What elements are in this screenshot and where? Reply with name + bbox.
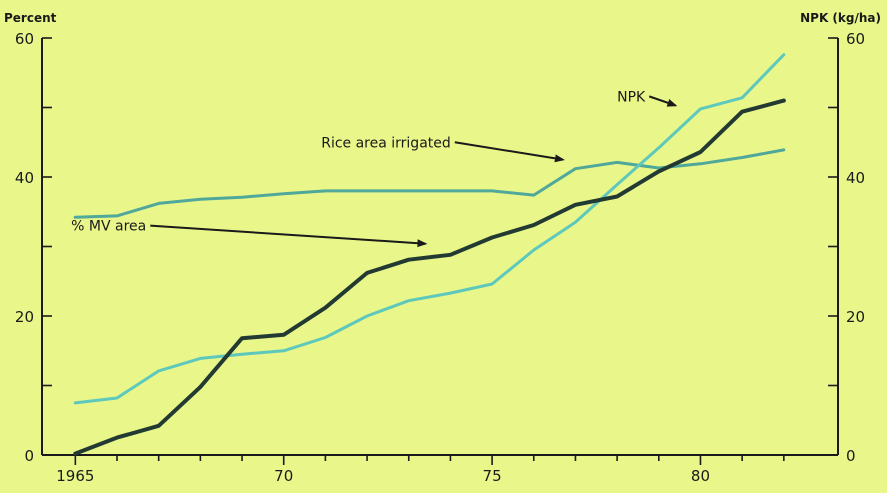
right-y-tick-label: 20 (846, 308, 865, 326)
annotation-arrow-rice-area-irrigated (454, 141, 565, 163)
annotation-label-mv-area: % MV area (71, 219, 146, 235)
x-tick-label: 70 (274, 467, 293, 485)
annotation-label-npk: NPK (617, 89, 646, 105)
left-axis-label: Percent (4, 11, 57, 25)
series-line-mv-area (73, 98, 786, 456)
right-axis-label: NPK (kg/ha) (800, 11, 881, 25)
annotation-arrow-npk (648, 95, 678, 107)
left-y-tick-label: 40 (15, 169, 34, 187)
left-y-tick-label: 0 (24, 447, 34, 465)
left-y-tick-label: 60 (15, 30, 34, 48)
left-y-tick-label: 20 (15, 308, 34, 326)
x-tick-label: 75 (483, 467, 502, 485)
annotation-arrow-mv-area (150, 224, 428, 248)
x-tick-label: 1965 (56, 467, 94, 485)
right-y-tick-label: 0 (846, 447, 856, 465)
x-tick-label: 80 (691, 467, 710, 485)
series-line-npk (73, 53, 786, 405)
annotation-label-rice-area-irrigated: Rice area irrigated (321, 135, 451, 151)
right-y-tick-label: 40 (846, 169, 865, 187)
right-y-tick-label: 60 (846, 30, 865, 48)
